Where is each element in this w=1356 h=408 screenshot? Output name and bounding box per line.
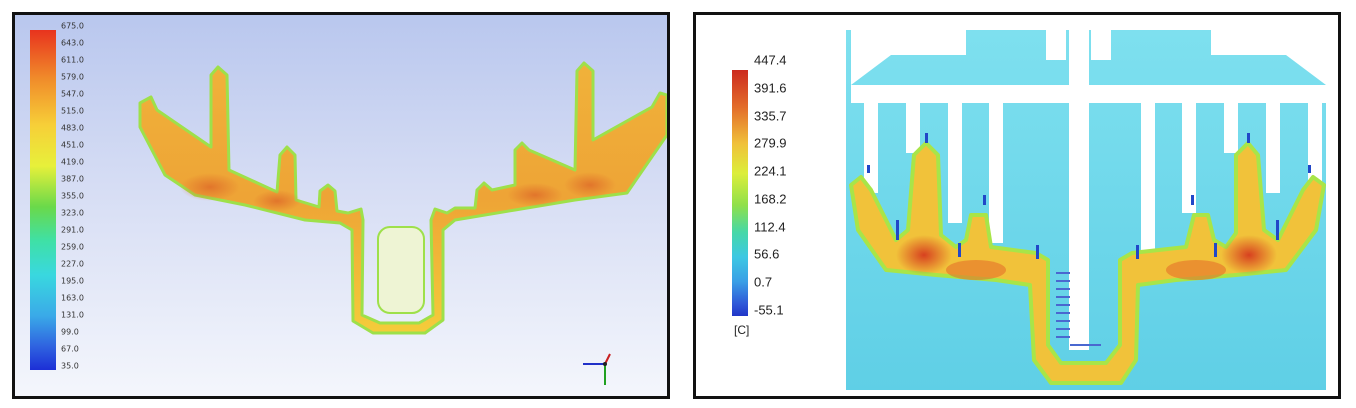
scale-tick-label: 195.0 xyxy=(61,276,84,286)
right-part-shape xyxy=(849,141,1326,385)
scale-tick-label: 131.0 xyxy=(61,310,84,320)
right-color-scale-labels: 447.4 391.6 335.7 279.9 224.1 168.2 112.4 56.6 0… xyxy=(754,53,814,330)
right-contour-plot xyxy=(846,30,1326,390)
scale-tick-label: 483.0 xyxy=(61,123,84,133)
scale-tick-label: -55.1 xyxy=(754,302,784,318)
scale-tick-label: 547.0 xyxy=(61,89,84,99)
scale-tick-label: 112.4 xyxy=(754,219,786,235)
scale-tick-label: 355.0 xyxy=(61,191,84,201)
scale-tick-label: 291.0 xyxy=(61,225,84,235)
scale-tick-label: 323.0 xyxy=(61,208,84,218)
scale-tick-label: 163.0 xyxy=(61,293,84,303)
scale-tick-label: 419.0 xyxy=(61,157,84,167)
scale-tick-label: 579.0 xyxy=(61,72,84,82)
right-color-scale-bar xyxy=(732,70,748,316)
left-contour-plot xyxy=(138,61,667,385)
scale-tick-label: 56.6 xyxy=(754,246,780,262)
scale-tick-label: 675.0 xyxy=(61,21,84,31)
right-temperature-contour-panel: 447.4 391.6 335.7 279.9 224.1 168.2 112.4 56.6 0… xyxy=(693,12,1341,399)
scale-tick-label: 259.0 xyxy=(61,242,84,252)
scale-tick-label: 335.7 xyxy=(754,108,787,124)
scale-tick-label: 447.4 xyxy=(754,52,787,68)
left-color-scale-labels: 675.0 643.0 611.0 579.0 547.0 515.0 483.0 451.0… xyxy=(61,22,101,374)
scale-tick-label: 168.2 xyxy=(754,191,787,207)
left-part-shape xyxy=(138,61,667,335)
scale-tick-label: 391.6 xyxy=(754,80,787,96)
scale-tick-label: 643.0 xyxy=(61,38,84,48)
scale-tick-label: 227.0 xyxy=(61,259,84,269)
scale-tick-label: 99.0 xyxy=(61,327,79,337)
threaded-core-insert xyxy=(1056,272,1101,346)
scale-tick-label: 451.0 xyxy=(61,140,84,150)
scale-tick-label: 611.0 xyxy=(61,55,84,65)
temperature-unit-label: [C] xyxy=(734,323,750,337)
left-temperature-contour-panel: 675.0 643.0 611.0 579.0 547.0 515.0 483.0 451.0… xyxy=(12,12,670,399)
left-color-scale-bar xyxy=(30,30,56,370)
scale-tick-label: 387.0 xyxy=(61,174,84,184)
ejector-pin-cold-spots xyxy=(867,133,1311,259)
scale-tick-label: 0.7 xyxy=(754,274,773,290)
scale-tick-label: 279.9 xyxy=(754,135,787,151)
scale-tick-label: 224.1 xyxy=(754,163,787,179)
scale-tick-label: 515.0 xyxy=(61,106,84,116)
scale-tick-label: 35.0 xyxy=(61,361,79,371)
axis-triad xyxy=(583,353,611,385)
scale-tick-label: 67.0 xyxy=(61,344,79,354)
